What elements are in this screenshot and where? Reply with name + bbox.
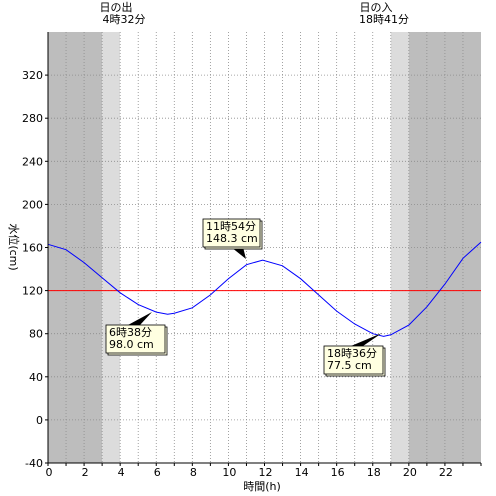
y-tick-label: 80 — [29, 328, 43, 341]
x-tick-label: 20 — [403, 466, 417, 479]
y-tick-label: 120 — [22, 285, 43, 298]
callout-pointer — [231, 247, 246, 259]
y-tick-label: 0 — [36, 414, 43, 427]
sunset-label: 日の入 — [360, 1, 393, 14]
x-axis-label: 時間(h) — [243, 480, 281, 493]
callout-time: 6時38分 — [109, 326, 152, 339]
tide-line — [47, 241, 482, 337]
x-tick-label: 4 — [118, 466, 125, 479]
callout-box — [105, 324, 166, 354]
callout-box — [202, 218, 261, 248]
y-tick-label: 320 — [22, 69, 43, 82]
x-tick-label: 18 — [367, 466, 381, 479]
callout-pointer — [351, 333, 382, 346]
y-tick-label: 160 — [22, 242, 43, 255]
y-tick-label: 40 — [29, 371, 43, 384]
x-tick-label: 8 — [190, 466, 197, 479]
x-tick-label: 10 — [222, 466, 236, 479]
callout-box — [323, 345, 384, 375]
x-tick-label: 22 — [439, 466, 453, 479]
callout-level: 77.5 cm — [327, 359, 372, 372]
sunset-time: 18時41分 — [359, 13, 409, 26]
y-tick-label: 200 — [22, 198, 43, 211]
x-tick-label: 0 — [46, 466, 53, 479]
x-axis: 0 2 4 6 8 10 12 14 16 18 20 22 — [46, 463, 482, 479]
x-tick-label: 6 — [154, 466, 161, 479]
y-tick-label: 280 — [22, 112, 43, 125]
x-tick-label: 16 — [331, 466, 345, 479]
sunrise-label: 日の出 — [100, 0, 133, 14]
y-axis: -40 0 40 80 120 160 200 240 280 320 — [22, 69, 48, 470]
callout-pointer — [128, 312, 152, 325]
x-tick-label: 14 — [295, 466, 309, 479]
callout-time: 11時54分 — [206, 220, 256, 233]
x-tick-label: 2 — [82, 466, 89, 479]
y-tick-label: 240 — [22, 155, 43, 168]
sunrise-time: 4時32分 — [103, 13, 146, 26]
y-axis-label: 水位(cm) — [7, 223, 21, 270]
callout-level: 98.0 cm — [109, 338, 154, 351]
y-tick-label: -40 — [25, 457, 43, 470]
callout-time: 18時36分 — [327, 347, 377, 360]
callout-level: 148.3 cm — [206, 232, 258, 245]
x-tick-label: 12 — [259, 466, 273, 479]
